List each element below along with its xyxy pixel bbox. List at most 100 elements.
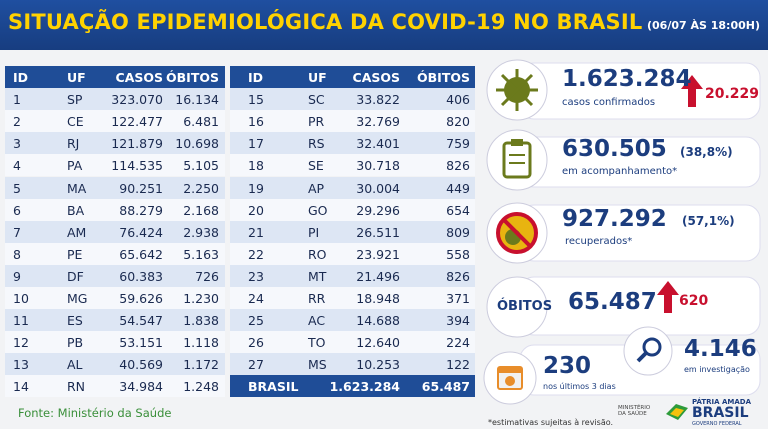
note: *estimativas sujeitas à revisão. xyxy=(488,418,614,427)
table-cell: 21 xyxy=(248,224,264,240)
icon-circle xyxy=(486,276,548,338)
table-cell: 2 xyxy=(13,114,21,130)
table-cell: 27 xyxy=(248,357,264,373)
table-cell: 11 xyxy=(13,313,29,329)
table-cell: ES xyxy=(67,313,83,329)
table-cell: RJ xyxy=(67,136,80,152)
total-label: BRASIL xyxy=(248,379,299,395)
recovered-value: 927.292 xyxy=(562,206,667,232)
table-cell: 759 xyxy=(446,136,470,152)
table-cell: PE xyxy=(67,246,83,262)
total-row: BRASIL 1.623.284 65.487 xyxy=(230,375,475,398)
table-cell: 5.105 xyxy=(183,158,219,174)
table-cell: 371 xyxy=(446,291,470,306)
table-cell: AP xyxy=(308,180,325,196)
table-cell: PR xyxy=(308,114,325,130)
title: SITUAÇÃO EPIDEMIOLÓGICA DA COVID-19 NO B… xyxy=(8,10,643,34)
deaths-value: 65.487 xyxy=(568,289,657,315)
table-cell: GO xyxy=(308,202,328,218)
table-cell: AC xyxy=(308,313,326,329)
table-cell: 59.626 xyxy=(119,291,163,306)
table-row: 19 AP 30.004 449 xyxy=(230,176,475,199)
table-row: 21 PI 26.511 809 xyxy=(230,220,475,243)
table-cell: 18 xyxy=(248,158,264,174)
table-cell: 8 xyxy=(13,246,21,262)
table-row: 12 PB 53.151 1.118 xyxy=(5,331,225,354)
icon-circle xyxy=(623,326,673,376)
table-row: 22 RO 23.921 558 xyxy=(230,242,475,265)
icon-clipboard xyxy=(486,129,548,191)
table-cell: 32.769 xyxy=(356,114,400,130)
table-cell: 21.496 xyxy=(356,268,400,284)
clipboard xyxy=(502,141,532,179)
table-cell: 323.070 xyxy=(111,92,163,108)
table-cell: 15 xyxy=(248,92,264,108)
motto: PÁTRIA AMADA xyxy=(692,398,752,406)
header-band xyxy=(0,0,768,50)
table-cell: 826 xyxy=(446,268,470,284)
table-cell: 5.163 xyxy=(183,246,219,262)
icon-magnifier xyxy=(623,326,673,376)
up-arrows xyxy=(657,75,703,313)
table-cell: 30.718 xyxy=(356,158,400,174)
column-header: CASOS xyxy=(352,70,400,85)
table-cell: 20 xyxy=(248,202,264,218)
table-row: 7 AM 76.424 2.938 xyxy=(5,220,225,243)
table-cell: MT xyxy=(308,268,327,284)
table-cell: SE xyxy=(308,158,324,174)
table-cell: 2.168 xyxy=(183,202,219,218)
table-cell: 60.383 xyxy=(119,268,163,284)
table-cell: RO xyxy=(308,246,327,262)
table-cell: 23.921 xyxy=(356,246,400,262)
table-cell: 1 xyxy=(13,92,21,108)
table-cell: CE xyxy=(67,114,84,130)
confirmed-value: 1.623.284 xyxy=(562,66,692,92)
table-cell: PA xyxy=(67,158,83,174)
table-cell: 224 xyxy=(446,335,470,351)
table-cell: MA xyxy=(67,180,87,196)
confirmed-increase: 20.229 xyxy=(705,86,760,102)
icon-recovered xyxy=(486,202,548,264)
table-cell: SC xyxy=(308,92,325,108)
table-cell: 449 xyxy=(446,180,470,196)
table-row: 24 RR 18.948 371 xyxy=(230,287,475,309)
table-cell: 122.477 xyxy=(111,114,163,130)
table-cell: 12.640 xyxy=(356,335,400,351)
table-cell: 76.424 xyxy=(119,224,163,240)
table-cell: 26.511 xyxy=(356,224,400,240)
table-cell: TO xyxy=(308,335,326,351)
table-cell: 13 xyxy=(13,357,29,373)
total-deaths: 65.487 xyxy=(421,379,470,395)
monitoring-share: (38,8%) xyxy=(680,145,733,159)
column-header: ÓBITOS xyxy=(417,70,470,85)
column-header: UF xyxy=(308,70,327,85)
table-cell: 23 xyxy=(248,268,264,284)
table-cell: RN xyxy=(67,379,86,395)
table-row: 18 SE 30.718 826 xyxy=(230,154,475,177)
table-row: 4 PA 114.535 5.105 xyxy=(5,154,225,177)
table-cell: 24 xyxy=(248,291,264,306)
icon-virus xyxy=(486,59,548,121)
column-header: CASOS xyxy=(115,70,163,85)
table-cell: MS xyxy=(308,357,327,373)
table-row: 13 AL 40.569 1.172 xyxy=(5,353,225,376)
table-cell: PI xyxy=(308,224,320,240)
table-cell: AL xyxy=(67,357,83,373)
table-cell: 12 xyxy=(13,335,29,351)
table-cell: MG xyxy=(67,291,88,306)
table-cell: BA xyxy=(67,202,85,218)
table-cell: 122 xyxy=(446,357,470,373)
table-row: 2 CE 122.477 6.481 xyxy=(5,110,225,133)
table-header: ID UF CASOS ÓBITOS xyxy=(5,66,225,88)
table-cell: PB xyxy=(67,335,84,351)
table-cell: 7 xyxy=(13,224,21,240)
table-row: 6 BA 88.279 2.168 xyxy=(5,198,225,221)
monitoring-label: em acompanhamento* xyxy=(562,166,678,177)
recovered-label: recuperados* xyxy=(565,236,633,247)
column-header: ID xyxy=(248,70,264,85)
icon-calendar xyxy=(483,351,537,405)
table-cell: 17 xyxy=(248,136,264,152)
icon-deaths xyxy=(486,276,548,338)
table-cell: 1.230 xyxy=(183,291,219,306)
table-cell: 3 xyxy=(13,136,21,152)
